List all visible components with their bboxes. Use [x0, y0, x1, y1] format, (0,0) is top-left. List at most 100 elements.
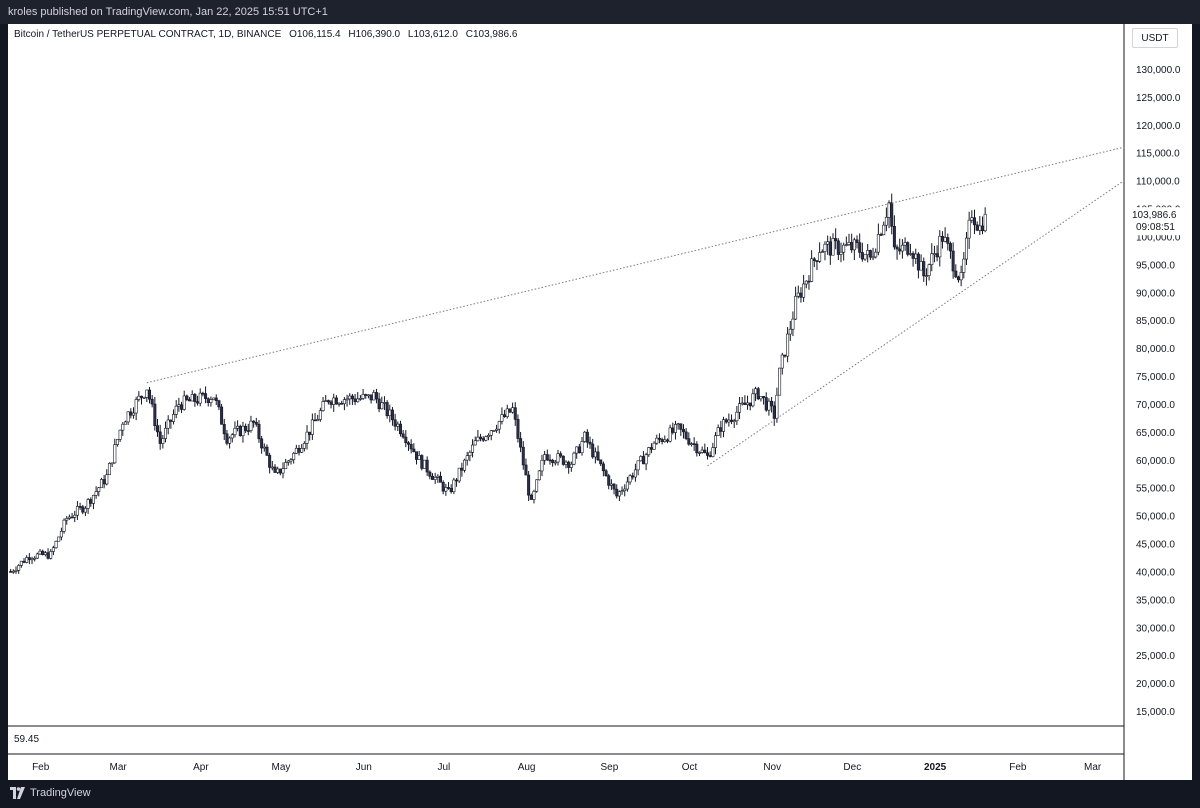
- candle-body: [169, 419, 173, 422]
- candle-body: [62, 519, 66, 532]
- candle-body: [954, 270, 958, 278]
- candle-body: [465, 455, 469, 461]
- candle-body: [609, 483, 613, 486]
- candle-body: [703, 449, 707, 454]
- candle-body: [257, 423, 261, 440]
- candle-body: [115, 439, 119, 445]
- candle-body: [823, 243, 827, 252]
- currency-button[interactable]: USDT: [1132, 28, 1178, 48]
- candle-body: [313, 419, 317, 422]
- candle-body: [30, 558, 34, 561]
- candle-body: [975, 224, 979, 231]
- candle-body: [521, 446, 525, 466]
- candle-body: [473, 440, 477, 446]
- candle-body: [182, 395, 186, 410]
- candle-body: [569, 463, 573, 468]
- candle-body: [110, 462, 114, 465]
- candle-body: [508, 408, 512, 413]
- candle-body: [820, 251, 824, 253]
- candle-body: [607, 475, 611, 486]
- candle-body: [369, 394, 373, 401]
- candle-body: [420, 455, 424, 469]
- candle-body: [281, 468, 285, 474]
- price-chart[interactable]: 130,000.0 125,000.0 120,000.0 115,000.0 110,…: [8, 24, 1192, 780]
- candle-body: [775, 394, 779, 419]
- candle-body: [844, 244, 848, 246]
- candle-body: [780, 354, 784, 369]
- candle-body: [836, 240, 840, 255]
- candle-body: [22, 560, 26, 563]
- candle-body: [260, 438, 264, 449]
- candle-body: [898, 248, 902, 252]
- candle-body: [121, 423, 125, 431]
- candle-body: [516, 419, 520, 439]
- candle-body: [943, 237, 947, 242]
- candle-body: [959, 272, 963, 281]
- y-tick-label: 55,000.0: [1136, 484, 1175, 495]
- candle-body: [67, 516, 71, 519]
- candle-body: [302, 443, 306, 449]
- chart-area[interactable]: 130,000.0 125,000.0 120,000.0 115,000.0 110,…: [8, 24, 1192, 780]
- tradingview-logo[interactable]: TradingView: [10, 787, 91, 799]
- candle-body: [374, 392, 378, 400]
- candle-body: [812, 258, 816, 261]
- candle-body: [38, 550, 42, 555]
- candle-body: [601, 463, 605, 472]
- candle-body: [657, 437, 661, 440]
- candle-body: [810, 258, 814, 282]
- x-tick-label: Feb: [1009, 762, 1027, 773]
- candle-body: [689, 443, 693, 445]
- candle-body: [791, 318, 795, 330]
- candle-body: [83, 508, 87, 513]
- candle-body: [946, 237, 950, 244]
- candle-body: [695, 443, 699, 454]
- candle-body: [428, 471, 432, 477]
- candle-body: [826, 241, 830, 245]
- candle-body: [543, 454, 547, 461]
- candle-body: [914, 253, 918, 259]
- candle-body: [641, 456, 645, 465]
- candle-body: [743, 402, 747, 405]
- candle-body: [967, 219, 971, 239]
- y-tick-label: 65,000.0: [1136, 428, 1175, 439]
- x-tick-label: Nov: [763, 762, 781, 773]
- candle-body: [105, 474, 109, 485]
- y-tick-label: 50,000.0: [1136, 512, 1175, 523]
- candle-body: [364, 394, 368, 396]
- candle-body: [500, 414, 504, 422]
- candle-body: [692, 443, 696, 445]
- candle-body: [276, 468, 280, 473]
- candle-body: [153, 403, 157, 426]
- candle-body: [444, 487, 448, 492]
- candle-body: [268, 455, 272, 468]
- candle-body: [118, 429, 122, 440]
- candle-body: [447, 487, 451, 489]
- candle-body: [660, 439, 664, 442]
- candle-body: [882, 224, 886, 236]
- candle-body: [874, 251, 878, 258]
- candle-body: [340, 403, 344, 405]
- candle-body: [305, 431, 309, 444]
- candle-body: [697, 452, 701, 454]
- candle-body: [185, 395, 189, 400]
- candle-body: [422, 459, 426, 469]
- candle-body: [730, 419, 734, 422]
- candle-body: [796, 292, 800, 297]
- candle-body: [524, 464, 528, 476]
- candle-body: [385, 402, 389, 417]
- candle-body: [804, 280, 808, 285]
- ohlc-low: L103,612.0: [407, 29, 458, 40]
- candle-body: [214, 397, 218, 401]
- candle-body: [553, 461, 557, 464]
- published-text: kroles published on TradingView.com, Jan…: [8, 6, 328, 18]
- candle-body: [783, 354, 787, 357]
- candle-body: [983, 213, 987, 232]
- candle-body: [318, 410, 322, 420]
- candle-body: [75, 506, 79, 516]
- candle-body: [284, 462, 288, 470]
- candle-body: [572, 452, 576, 465]
- candle-body: [431, 475, 435, 480]
- candle-body: [559, 453, 563, 457]
- candle-body: [545, 454, 549, 461]
- candle-body: [842, 244, 846, 253]
